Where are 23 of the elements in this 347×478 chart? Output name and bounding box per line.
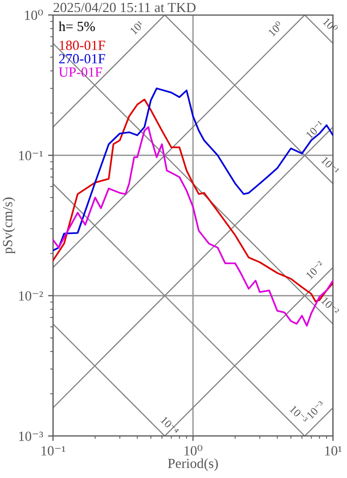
y-tick-label: 10⁰ bbox=[25, 10, 43, 20]
annotation: 10⁻² bbox=[320, 296, 340, 316]
annotation: 10⁰ bbox=[267, 20, 284, 37]
x-axis-title: Period(s) bbox=[168, 458, 218, 471]
y-tick-label: 10⁻² bbox=[19, 291, 43, 301]
annotation: 10⁻³ bbox=[306, 400, 326, 420]
text: UP-01F bbox=[58, 67, 102, 77]
y-tick-label: 10⁻¹ bbox=[19, 150, 43, 160]
annotation: 10⁻² bbox=[306, 260, 324, 280]
annotation: 10⁻¹ bbox=[306, 120, 324, 140]
annotation: h= 5% bbox=[58, 21, 95, 32]
annotation: 10⁻³ bbox=[289, 405, 308, 424]
text: 270-01F bbox=[59, 54, 106, 64]
x-tick-label: 10¹ bbox=[325, 446, 342, 456]
x-tick-label: 10⁰ bbox=[184, 445, 202, 456]
y-axis-title: pSv(cm/s) bbox=[2, 198, 16, 254]
y-tick-label: 10⁻³ bbox=[19, 432, 44, 441]
chart-title: 2025/04/20 15:11 at TKD bbox=[54, 2, 196, 12]
annotation: 10⁻¹ bbox=[320, 156, 340, 175]
text: 180-01F bbox=[60, 40, 106, 50]
x-tick-label: 10⁻¹ bbox=[42, 446, 66, 456]
annotation: 10¹ bbox=[130, 20, 144, 35]
annotation: 10⁻⁴ bbox=[160, 416, 180, 436]
